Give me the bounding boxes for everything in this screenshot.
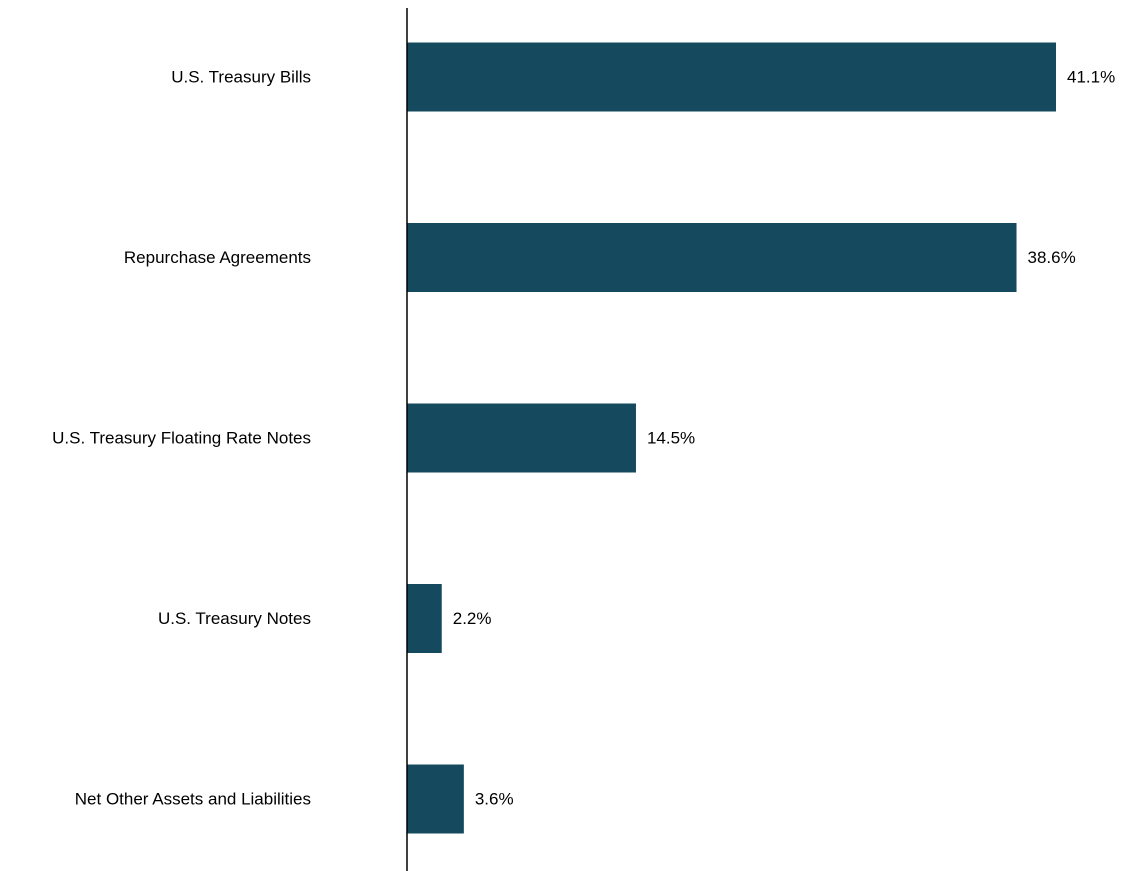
bar [407, 223, 1017, 292]
bar [407, 764, 464, 834]
category-label: U.S. Treasury Floating Rate Notes [52, 429, 311, 448]
bar [407, 403, 636, 473]
category-label: Repurchase Agreements [124, 248, 311, 267]
bar [407, 42, 1056, 112]
category-label: U.S. Treasury Notes [158, 609, 311, 628]
value-label: 2.2% [453, 609, 492, 628]
value-label: 3.6% [475, 790, 514, 809]
bar [407, 584, 442, 653]
value-label: 41.1% [1067, 68, 1115, 87]
bars-group [407, 42, 1056, 834]
value-label: 38.6% [1028, 248, 1076, 267]
category-label: Net Other Assets and Liabilities [75, 790, 311, 809]
labels-group: U.S. Treasury Bills 41.1% Repurchase Agree… [52, 68, 1115, 809]
category-label: U.S. Treasury Bills [171, 68, 311, 87]
value-label: 14.5% [647, 429, 695, 448]
